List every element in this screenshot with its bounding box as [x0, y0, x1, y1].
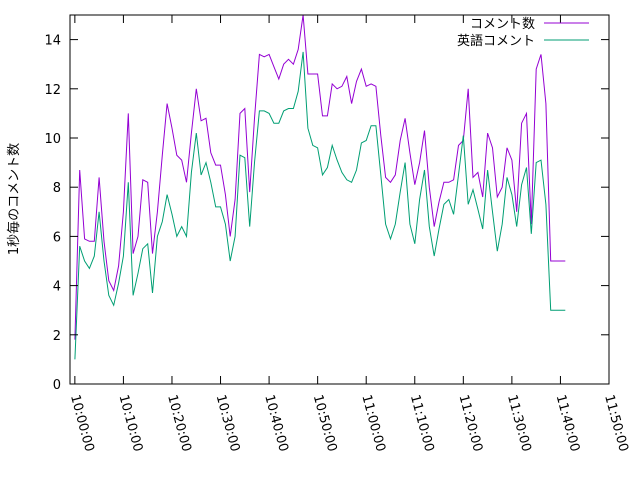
x-tick-label: 11:10:00: [407, 393, 437, 453]
y-tick-label: 2: [53, 329, 61, 344]
y-tick-label: 10: [44, 132, 61, 147]
y-tick-label: 8: [53, 181, 61, 196]
plot-frame: [69, 14, 610, 385]
y-tick-label: 4: [53, 280, 61, 295]
series-line-2: [74, 51, 566, 360]
legend-label-1: コメント数: [470, 17, 535, 32]
x-tick-label: 10:10:00: [116, 393, 146, 453]
y-tick-label: 14: [44, 34, 61, 49]
x-tick-label: 11:40:00: [553, 393, 583, 453]
legend-label-2: 英語コメント: [457, 33, 535, 49]
y-axis-title: 1秒毎のコメント数: [6, 143, 22, 255]
x-tick-label: 10:00:00: [67, 393, 97, 453]
x-tick-label: 11:50:00: [601, 393, 631, 453]
y-tick-label: 0: [53, 378, 61, 393]
y-tick-label: 12: [44, 83, 61, 98]
series-line-1: [74, 14, 566, 340]
x-tick-label: 10:50:00: [310, 393, 340, 453]
x-tick-label: 11:00:00: [358, 393, 388, 453]
y-tick-label: 6: [53, 230, 61, 245]
plot-lines: [74, 14, 566, 360]
x-tick-label: 11:20:00: [455, 393, 485, 453]
x-tick-label: 11:30:00: [504, 393, 534, 453]
x-tick-label: 10:30:00: [213, 393, 243, 453]
x-tick-label: 10:40:00: [261, 393, 291, 453]
y-axis: 0 2 4 6 8 10 12 14: [44, 34, 609, 393]
x-tick-label: 10:20:00: [164, 393, 194, 453]
